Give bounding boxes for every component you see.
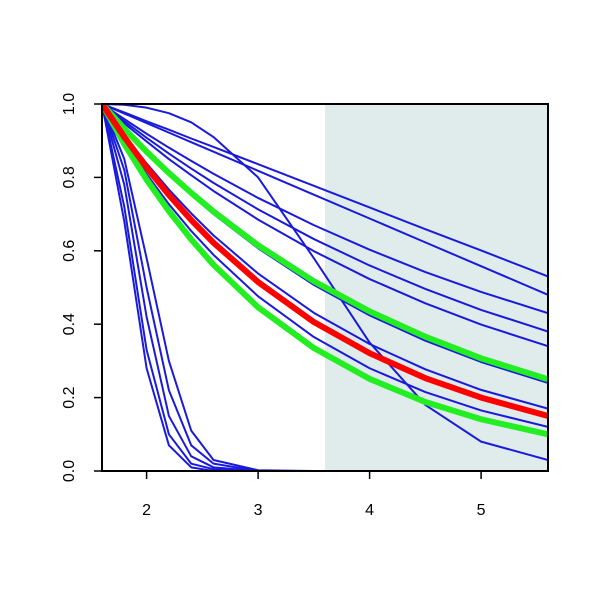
survival-curve xyxy=(102,104,548,383)
plot-frame xyxy=(101,103,549,472)
survival-curve xyxy=(102,104,548,471)
survival-curve xyxy=(102,104,548,296)
x-tick-label: 5 xyxy=(477,502,486,519)
survival-curve xyxy=(102,104,548,348)
y-tick-label: 0.4 xyxy=(61,313,78,335)
survival-curve xyxy=(102,104,548,461)
survival-curve xyxy=(102,104,548,471)
x-tick-label: 2 xyxy=(142,502,151,519)
x-tick-label: 4 xyxy=(365,502,374,519)
shaded-region xyxy=(325,104,548,471)
survival-curve xyxy=(102,104,548,419)
y-tick-label: 0.8 xyxy=(61,166,78,188)
survival-curve xyxy=(102,104,548,278)
survival-curve xyxy=(102,104,548,315)
y-tick-label: 1.0 xyxy=(61,93,78,115)
y-tick-label: 0.6 xyxy=(61,240,78,262)
plot-area xyxy=(102,104,548,471)
survival-curve xyxy=(102,104,548,438)
x-tick-label: 3 xyxy=(254,502,263,519)
survival-curve xyxy=(102,104,548,471)
survival-curve xyxy=(102,104,548,333)
y-tick-label: 0.0 xyxy=(61,460,78,482)
y-tick-label: 0.2 xyxy=(61,386,78,408)
